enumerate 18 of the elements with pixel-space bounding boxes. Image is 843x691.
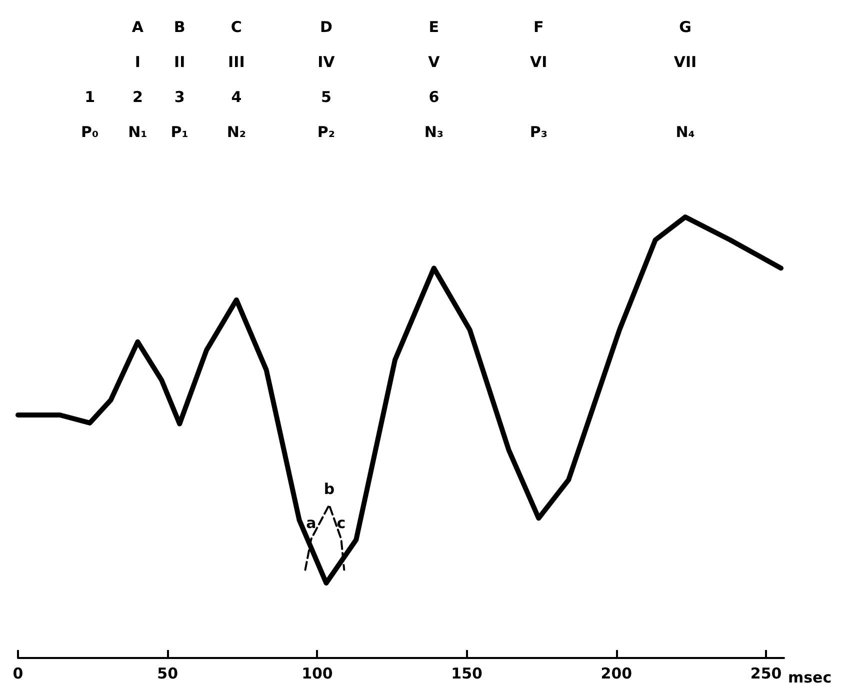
x-tick-label: 100	[302, 664, 333, 682]
text: F VI P₃	[530, 18, 548, 141]
text: C III 4 N₂	[226, 18, 246, 141]
x-tick-label: 250	[750, 664, 782, 682]
x-tick-label: 200	[600, 664, 632, 682]
annotation: a	[306, 514, 316, 532]
annotation: c	[336, 514, 346, 532]
text: A I 2 N₁	[128, 18, 148, 141]
x-tick-label: 150	[451, 664, 482, 682]
annotation: b	[324, 480, 335, 498]
x-axis-title: msec	[788, 668, 832, 686]
x-tick-label: 50	[157, 664, 178, 682]
text: E V 6 N₃	[424, 18, 444, 141]
text: G VII N₄	[674, 18, 697, 141]
x-tick-label: 0	[12, 664, 24, 682]
text: 1 P₀	[81, 88, 99, 141]
text: D IV 5 P₂	[317, 18, 336, 141]
text: B II 3 P₁	[170, 18, 188, 141]
